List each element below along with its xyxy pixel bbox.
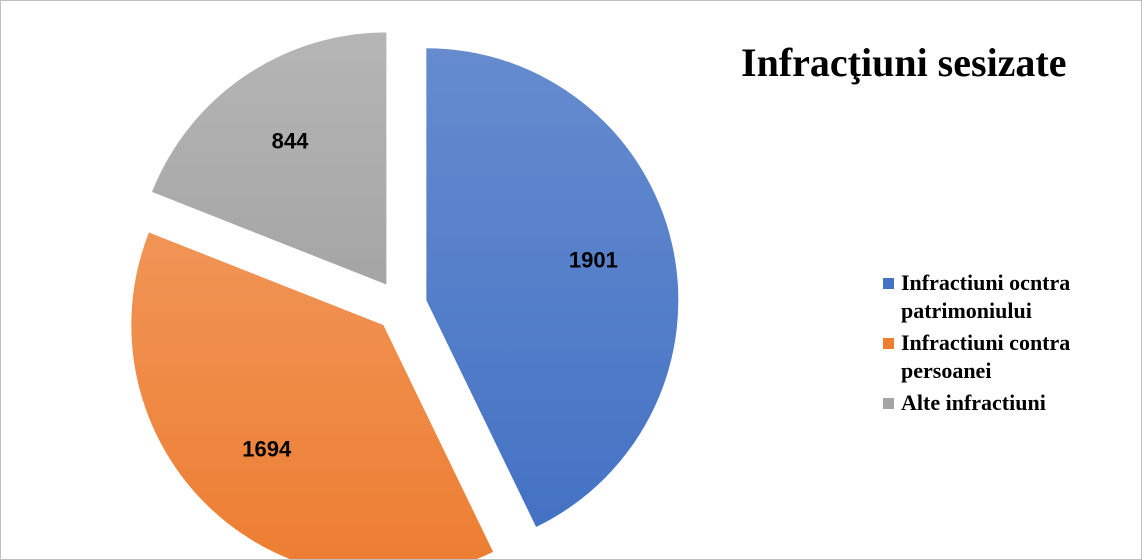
pie-slice bbox=[131, 232, 494, 559]
legend: Infractiuni ocntra patrimoniului Infracti… bbox=[881, 269, 1131, 421]
legend-swatch bbox=[883, 278, 894, 289]
data-label: 1694 bbox=[242, 436, 292, 461]
legend-label: Alte infractiuni bbox=[901, 390, 1046, 415]
legend-item: Infractiuni contra persoanei bbox=[881, 329, 1131, 385]
legend-label: Infractiuni ocntra patrimoniului bbox=[901, 270, 1071, 323]
pie-slice bbox=[151, 32, 387, 285]
legend-swatch bbox=[883, 398, 894, 409]
legend-item: Infractiuni ocntra patrimoniului bbox=[881, 269, 1131, 325]
legend-item: Alte infractiuni bbox=[881, 389, 1131, 417]
chart-title: Infracţiuni sesizate bbox=[741, 40, 1067, 85]
data-label: 844 bbox=[272, 129, 309, 154]
legend-swatch bbox=[883, 338, 894, 349]
pie-slice bbox=[426, 48, 679, 528]
legend-label: Infractiuni contra persoanei bbox=[901, 330, 1071, 383]
data-label: 1901 bbox=[569, 248, 618, 273]
